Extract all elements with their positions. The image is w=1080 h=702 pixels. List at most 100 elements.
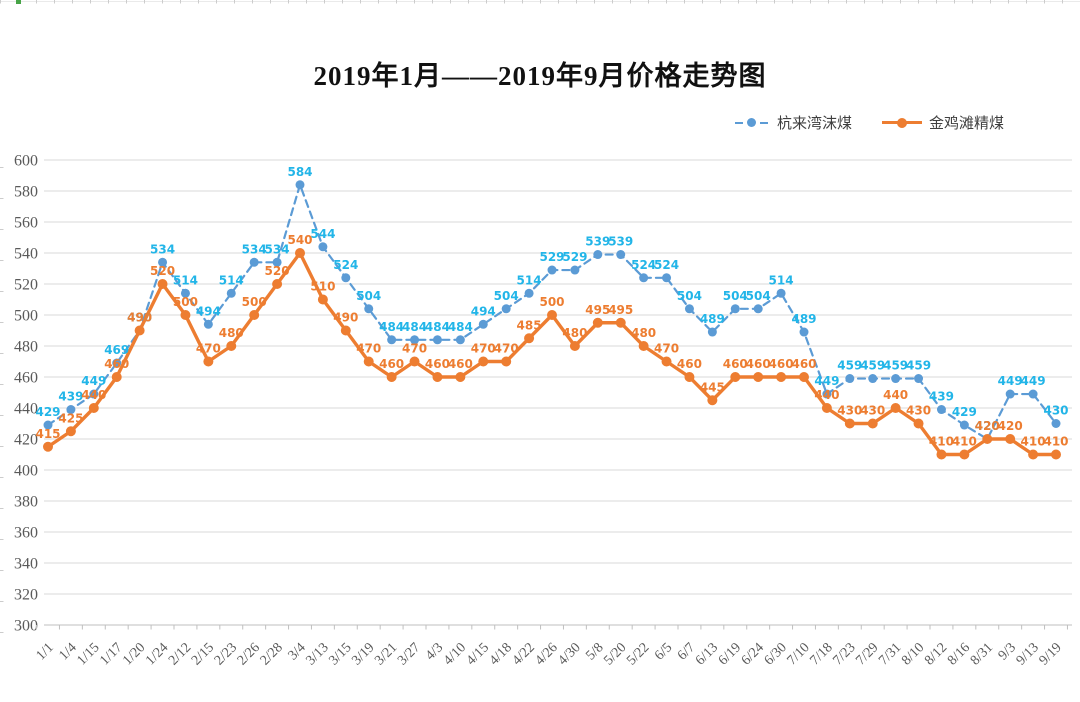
data-point-jinjitan[interactable] <box>638 341 649 351</box>
data-point-hanglaiwan[interactable] <box>432 335 442 345</box>
legend-item-hanglaiwan[interactable]: 杭来湾沫煤 <box>733 112 852 133</box>
data-point-jinjitan[interactable] <box>134 325 145 336</box>
data-point-hanglaiwan[interactable] <box>1005 389 1015 399</box>
data-point-jinjitan[interactable] <box>340 325 351 336</box>
data-point-hanglaiwan[interactable] <box>616 250 626 260</box>
data-point-hanglaiwan[interactable] <box>730 304 740 314</box>
data-point-jinjitan[interactable] <box>88 403 99 413</box>
data-point-hanglaiwan[interactable] <box>158 257 168 267</box>
data-point-jinjitan[interactable] <box>547 310 557 320</box>
data-point-hanglaiwan[interactable] <box>272 257 282 267</box>
data-point-hanglaiwan[interactable] <box>593 250 603 260</box>
data-point-jinjitan[interactable] <box>959 449 970 460</box>
data-point-jinjitan[interactable] <box>1051 449 1061 460</box>
data-label-hanglaiwan: 504 <box>746 289 771 303</box>
data-point-jinjitan[interactable] <box>43 441 53 452</box>
data-point-jinjitan[interactable] <box>65 426 76 437</box>
data-point-jinjitan[interactable] <box>821 403 832 413</box>
x-axis-label: 9/13 <box>1014 640 1042 668</box>
data-point-hanglaiwan[interactable] <box>868 374 878 384</box>
data-point-jinjitan[interactable] <box>661 356 672 367</box>
x-axis-label: 8/31 <box>968 640 996 668</box>
data-point-hanglaiwan[interactable] <box>341 273 351 283</box>
data-point-hanglaiwan[interactable] <box>478 319 488 329</box>
data-point-hanglaiwan[interactable] <box>455 335 465 345</box>
data-point-jinjitan[interactable] <box>684 372 695 382</box>
data-point-hanglaiwan[interactable] <box>891 374 901 384</box>
data-point-jinjitan[interactable] <box>1005 434 1016 444</box>
data-point-hanglaiwan[interactable] <box>226 288 236 298</box>
data-point-jinjitan[interactable] <box>432 372 443 382</box>
data-point-hanglaiwan[interactable] <box>662 273 672 283</box>
data-point-hanglaiwan[interactable] <box>387 335 397 345</box>
data-point-hanglaiwan[interactable] <box>1051 419 1061 428</box>
data-point-jinjitan[interactable] <box>478 356 489 367</box>
data-point-jinjitan[interactable] <box>753 372 764 382</box>
data-point-jinjitan[interactable] <box>730 372 741 382</box>
data-point-hanglaiwan[interactable] <box>203 319 213 329</box>
data-point-jinjitan[interactable] <box>913 418 924 429</box>
data-point-jinjitan[interactable] <box>203 356 214 367</box>
data-label-jinjitan: 470 <box>471 342 496 356</box>
data-point-jinjitan[interactable] <box>524 333 535 344</box>
data-point-jinjitan[interactable] <box>501 356 512 367</box>
data-point-hanglaiwan[interactable] <box>845 374 855 384</box>
legend-item-jinjitan[interactable]: 金鸡滩精煤 <box>882 112 1004 133</box>
data-label-hanglaiwan: 504 <box>356 289 381 303</box>
y-axis-tick-label: 420 <box>14 432 38 449</box>
data-point-jinjitan[interactable] <box>157 279 168 289</box>
data-point-jinjitan[interactable] <box>409 356 420 367</box>
data-point-hanglaiwan[interactable] <box>501 304 511 314</box>
data-point-jinjitan[interactable] <box>111 372 122 382</box>
x-axis-label: 3/27 <box>395 640 423 668</box>
data-point-hanglaiwan[interactable] <box>524 288 534 298</box>
data-point-hanglaiwan[interactable] <box>570 265 580 275</box>
data-point-hanglaiwan[interactable] <box>914 374 924 384</box>
data-point-jinjitan[interactable] <box>592 317 603 328</box>
data-point-hanglaiwan[interactable] <box>684 304 694 314</box>
data-point-hanglaiwan[interactable] <box>1028 389 1038 399</box>
data-point-hanglaiwan[interactable] <box>936 405 946 415</box>
data-point-hanglaiwan[interactable] <box>753 304 763 314</box>
data-point-hanglaiwan[interactable] <box>89 389 99 399</box>
data-point-jinjitan[interactable] <box>844 418 855 429</box>
data-point-jinjitan[interactable] <box>890 403 901 413</box>
data-point-jinjitan[interactable] <box>249 310 260 320</box>
data-point-hanglaiwan[interactable] <box>295 180 305 190</box>
data-point-jinjitan[interactable] <box>180 310 191 320</box>
data-point-jinjitan[interactable] <box>455 372 466 382</box>
data-point-jinjitan[interactable] <box>1028 449 1039 460</box>
data-point-hanglaiwan[interactable] <box>43 420 53 430</box>
data-point-jinjitan[interactable] <box>707 395 718 406</box>
data-point-jinjitan[interactable] <box>799 372 809 382</box>
data-point-hanglaiwan[interactable] <box>639 273 649 283</box>
data-point-hanglaiwan[interactable] <box>112 358 122 368</box>
data-point-jinjitan[interactable] <box>936 449 947 460</box>
data-point-jinjitan[interactable] <box>226 341 237 351</box>
data-point-hanglaiwan[interactable] <box>410 335 420 345</box>
data-point-jinjitan[interactable] <box>363 356 374 367</box>
data-point-jinjitan[interactable] <box>867 418 878 429</box>
data-point-jinjitan[interactable] <box>386 372 397 382</box>
data-point-hanglaiwan[interactable] <box>799 327 809 337</box>
data-point-jinjitan[interactable] <box>776 372 787 382</box>
data-point-hanglaiwan[interactable] <box>776 288 786 298</box>
data-point-hanglaiwan[interactable] <box>66 405 76 415</box>
data-point-hanglaiwan[interactable] <box>318 242 328 252</box>
data-point-hanglaiwan[interactable] <box>959 420 969 430</box>
data-point-hanglaiwan[interactable] <box>707 327 717 337</box>
data-point-jinjitan[interactable] <box>569 341 580 351</box>
data-point-hanglaiwan[interactable] <box>822 389 832 399</box>
data-point-jinjitan[interactable] <box>982 434 993 444</box>
data-point-hanglaiwan[interactable] <box>180 288 190 298</box>
data-label-jinjitan: 495 <box>608 303 633 317</box>
data-point-hanglaiwan[interactable] <box>547 265 557 275</box>
data-point-jinjitan[interactable] <box>317 294 328 305</box>
data-point-hanglaiwan[interactable] <box>249 257 259 267</box>
data-label-hanglaiwan: 459 <box>860 359 885 373</box>
data-point-hanglaiwan[interactable] <box>364 304 374 314</box>
data-point-jinjitan[interactable] <box>615 317 626 328</box>
data-point-jinjitan[interactable] <box>295 248 305 258</box>
data-point-jinjitan[interactable] <box>272 279 283 289</box>
